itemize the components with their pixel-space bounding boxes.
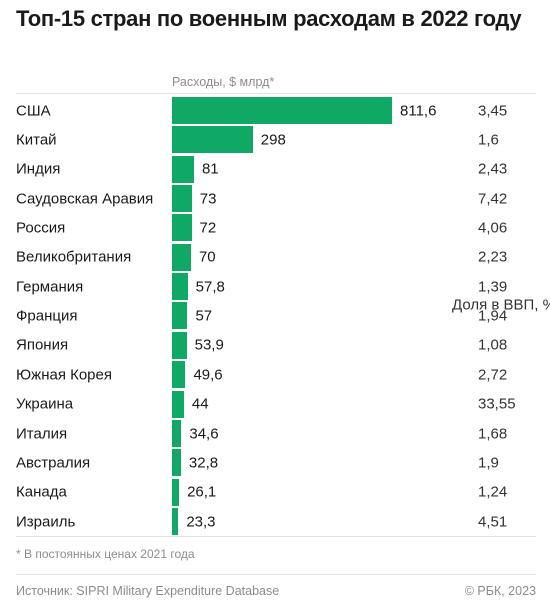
table-row: Великобритания 70 2,23 xyxy=(0,243,550,272)
spending-value-label: 73 xyxy=(199,190,217,208)
spending-bar xyxy=(172,361,186,389)
table-row: США 811,6 3,45 xyxy=(0,96,550,125)
country-label: Украина xyxy=(16,395,74,413)
spending-value-label: 44 xyxy=(191,395,209,413)
country-label: Саудовская Аравия xyxy=(16,190,154,208)
spending-bar xyxy=(172,478,180,506)
spending-bar xyxy=(172,273,188,301)
spending-bar xyxy=(172,155,194,183)
spending-bar xyxy=(172,214,192,242)
table-row: Украина 44 33,55 xyxy=(0,390,550,419)
footnote: * В постоянных ценах 2021 года xyxy=(16,547,195,561)
country-label: Франция xyxy=(16,307,78,325)
table-row: Израиль 23,3 4,51 xyxy=(0,507,550,536)
spending-bar xyxy=(172,126,253,154)
spending-bar xyxy=(172,331,187,359)
table-row: Китай 298 1,6 xyxy=(0,125,550,154)
country-label: Китай xyxy=(16,131,57,149)
spending-value-label: 53,9 xyxy=(194,336,224,354)
table-row: Франция 57 1,94 xyxy=(0,301,550,330)
gdp-share-value: 4,51 xyxy=(478,513,508,531)
spending-value-label: 57 xyxy=(195,307,213,325)
spending-value-label: 70 xyxy=(198,248,216,266)
spending-value-label: 72 xyxy=(199,219,217,237)
spending-bar xyxy=(172,97,392,124)
spending-bar xyxy=(172,302,188,330)
country-label: Индия xyxy=(16,160,61,178)
spending-value-label: 811,6 xyxy=(400,102,437,120)
table-row: Россия 72 4,06 xyxy=(0,213,550,242)
spending-value-label: 34,6 xyxy=(189,425,219,443)
footnote-divider xyxy=(16,536,536,537)
spending-value-label: 23,3 xyxy=(186,513,216,531)
spending-bar xyxy=(172,243,191,271)
table-row: Саудовская Аравия 73 7,42 xyxy=(0,184,550,213)
spending-value-label: 81 xyxy=(201,160,219,178)
source-note: Источник: SIPRI Military Expenditure Dat… xyxy=(16,584,280,598)
header-divider xyxy=(16,93,536,94)
spending-bar xyxy=(172,390,184,418)
gdp-share-column-header: Доля в ВВП, % xyxy=(452,296,550,313)
gdp-share-value: 2,43 xyxy=(478,160,508,178)
spending-column-header: Расходы, $ млрд* xyxy=(172,75,275,89)
source-divider xyxy=(16,574,536,575)
copyright-note: © РБК, 2023 xyxy=(464,584,536,598)
gdp-share-value: 3,45 xyxy=(478,102,508,120)
gdp-share-value: 7,42 xyxy=(478,190,508,208)
gdp-share-value: 1,94 xyxy=(478,307,508,325)
country-label: Япония xyxy=(16,336,69,354)
gdp-share-value: 4,06 xyxy=(478,219,508,237)
spending-bar xyxy=(172,507,179,535)
table-row: Канада 26,1 1,24 xyxy=(0,478,550,507)
table-row: Индия 81 2,43 xyxy=(0,155,550,184)
gdp-share-value: 33,55 xyxy=(478,395,516,413)
table-row: Италия 34,6 1,68 xyxy=(0,419,550,448)
gdp-share-value: 2,72 xyxy=(478,366,508,384)
spending-value-label: 57,8 xyxy=(195,278,225,296)
gdp-share-value: 1,39 xyxy=(478,278,508,296)
gdp-share-value: 2,23 xyxy=(478,248,508,266)
spending-value-label: 49,6 xyxy=(193,366,223,384)
spending-bar xyxy=(172,185,192,213)
country-label: Канада xyxy=(16,483,67,501)
chart-title: Топ-15 стран по военным расходам в 2022 … xyxy=(16,6,522,31)
gdp-share-value: 1,24 xyxy=(478,483,508,501)
gdp-share-value: 1,68 xyxy=(478,425,508,443)
spending-value-label: 26,1 xyxy=(187,483,217,501)
table-row: Япония 53,9 1,08 xyxy=(0,331,550,360)
country-label: Южная Корея xyxy=(16,366,112,384)
gdp-share-value: 1,9 xyxy=(478,454,499,472)
spending-value-label: 32,8 xyxy=(188,454,219,472)
table-row: Южная Корея 49,6 2,72 xyxy=(0,360,550,389)
spending-bar xyxy=(172,419,182,447)
country-label: Россия xyxy=(16,219,66,237)
country-label: Италия xyxy=(16,425,68,443)
table-row: Австралия 32,8 1,9 xyxy=(0,448,550,477)
spending-bar xyxy=(172,449,181,477)
country-label: Германия xyxy=(16,278,84,296)
table-row: Германия 57,8 1,39 xyxy=(0,272,550,301)
country-label: Израиль xyxy=(16,513,76,531)
gdp-share-value: 1,6 xyxy=(478,131,499,149)
gdp-share-value: 1,08 xyxy=(478,336,508,354)
country-label: Австралия xyxy=(16,454,91,472)
spending-value-label: 298 xyxy=(260,131,286,149)
country-label: Великобритания xyxy=(16,248,132,266)
country-label: США xyxy=(16,102,51,120)
